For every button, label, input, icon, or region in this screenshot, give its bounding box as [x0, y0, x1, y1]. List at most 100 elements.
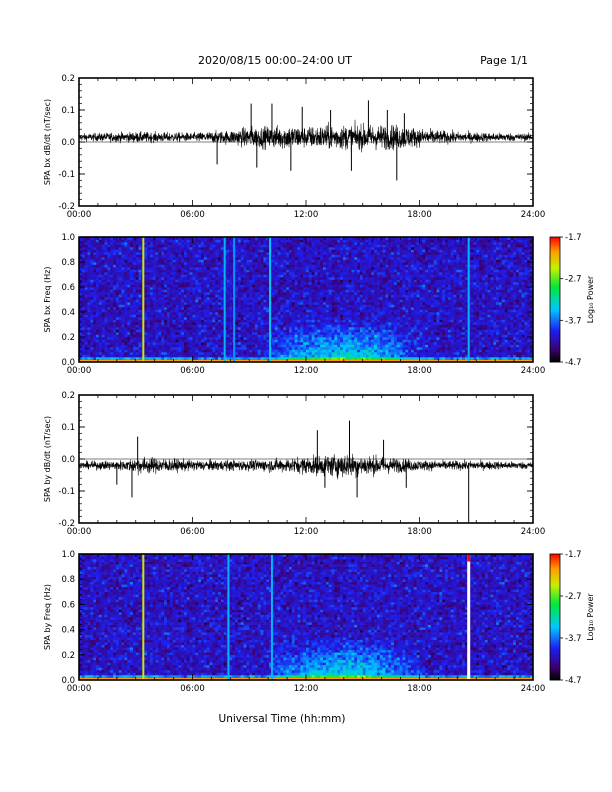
heatmap-cell: [323, 267, 327, 270]
heatmap-cell: [158, 257, 162, 260]
heatmap-cell: [181, 307, 185, 310]
heatmap-cell: [240, 314, 244, 318]
heatmap-cell: [263, 352, 267, 355]
heatmap-cell: [254, 334, 259, 338]
heatmap-cell: [110, 317, 114, 320]
heatmap-cell: [161, 312, 165, 315]
heatmap-cell: [308, 292, 312, 295]
heatmap-cell: [226, 294, 230, 298]
heatmap-cell: [201, 239, 205, 243]
heatmap-cell: [254, 279, 259, 283]
heatmap-cell: [195, 279, 199, 283]
heatmap-cell: [280, 274, 284, 278]
heatmap-cell: [84, 269, 88, 273]
heatmap-cell: [325, 267, 329, 270]
heatmap-cell: [218, 252, 222, 255]
heatmap-cell: [306, 239, 310, 243]
heatmap-cell: [246, 312, 250, 315]
heatmap-cell: [201, 284, 205, 288]
heatmap-cell: [331, 304, 335, 308]
heatmap-cell: [280, 314, 284, 318]
heatmap-cell: [274, 349, 278, 353]
heatmap-cell: [342, 319, 347, 323]
heatmap-cell: [101, 329, 105, 333]
heatmap-cell: [235, 294, 239, 298]
heatmap-cell: [351, 284, 355, 288]
heatmap-cell: [249, 297, 253, 300]
heatmap-cell: [113, 287, 117, 290]
heatmap-cell: [164, 312, 168, 315]
heatmap-cell: [334, 309, 338, 313]
heatmap-cell: [306, 334, 310, 338]
heatmap-cell: [277, 319, 281, 323]
heatmap-cell: [206, 337, 210, 340]
heatmap-cell: [195, 274, 199, 278]
heatmap-cell: [348, 297, 352, 300]
heatmap-cell: [286, 252, 290, 255]
heatmap-cell: [166, 347, 171, 350]
heatmap-cell: [118, 304, 122, 308]
heatmap-cell: [311, 279, 315, 283]
heatmap-cell: [93, 259, 97, 263]
heatmap-cell: [79, 332, 83, 335]
heatmap-cell: [175, 309, 179, 313]
heatmap-cell: [257, 289, 261, 293]
heatmap-cell: [183, 249, 188, 253]
heatmap-cell: [291, 304, 295, 308]
y-tick-label: -0.1: [58, 170, 75, 180]
heatmap-cell: [96, 274, 100, 278]
heatmap-cell: [320, 269, 324, 273]
heatmap-cell: [144, 269, 148, 273]
heatmap-cell: [325, 319, 329, 323]
heatmap-cell: [107, 299, 111, 303]
heatmap-cell: [181, 257, 185, 260]
heatmap-cell: [263, 244, 267, 248]
heatmap-cell: [337, 287, 341, 290]
heatmap-cell: [132, 317, 137, 320]
heatmap-cell: [79, 292, 83, 295]
heatmap-cell: [325, 354, 329, 358]
heatmap-cell: [192, 354, 196, 358]
heatmap-cell: [215, 257, 219, 260]
heatmap-cell: [303, 259, 307, 263]
heatmap-cell: [354, 349, 358, 353]
heatmap-cell: [314, 354, 318, 358]
heatmap-cell: [113, 292, 117, 295]
heatmap-cell: [280, 282, 284, 285]
heatmap-cell: [138, 304, 142, 308]
heatmap-cell: [254, 322, 259, 325]
heatmap-cell: [263, 242, 267, 245]
heatmap-cell: [323, 249, 327, 253]
heatmap-cell: [189, 272, 193, 275]
heatmap-cell: [340, 297, 344, 300]
heatmap-cell: [164, 304, 168, 308]
heatmap-cell: [93, 322, 97, 325]
heatmap-cell: [294, 282, 298, 285]
heatmap-cell: [311, 257, 315, 260]
heatmap-cell: [348, 272, 352, 275]
heatmap-cell: [169, 289, 173, 293]
heatmap-cell: [189, 299, 193, 303]
heatmap-cell: [300, 244, 304, 248]
heatmap-cell: [178, 344, 182, 348]
heatmap-cell: [118, 337, 122, 340]
heatmap-cell: [110, 262, 114, 265]
heatmap-cell: [294, 347, 298, 350]
heatmap-cell: [277, 257, 281, 260]
heatmap-cell: [198, 274, 202, 278]
heatmap-cell: [229, 279, 233, 283]
heatmap-cell: [345, 324, 349, 328]
heatmap-cell: [257, 274, 261, 278]
heatmap-cell: [240, 322, 244, 325]
heatmap-cell: [175, 279, 179, 283]
heatmap-cell: [229, 314, 233, 318]
heatmap-cell: [314, 272, 318, 275]
heatmap-cell: [288, 327, 293, 330]
heatmap-cell: [201, 337, 205, 340]
heatmap-cell: [291, 257, 295, 260]
heatmap-cell: [348, 349, 352, 353]
heatmap-cell: [178, 317, 182, 320]
heatmap-cell: [189, 267, 193, 270]
heatmap-cell: [311, 277, 315, 280]
heatmap-cell: [124, 282, 128, 285]
